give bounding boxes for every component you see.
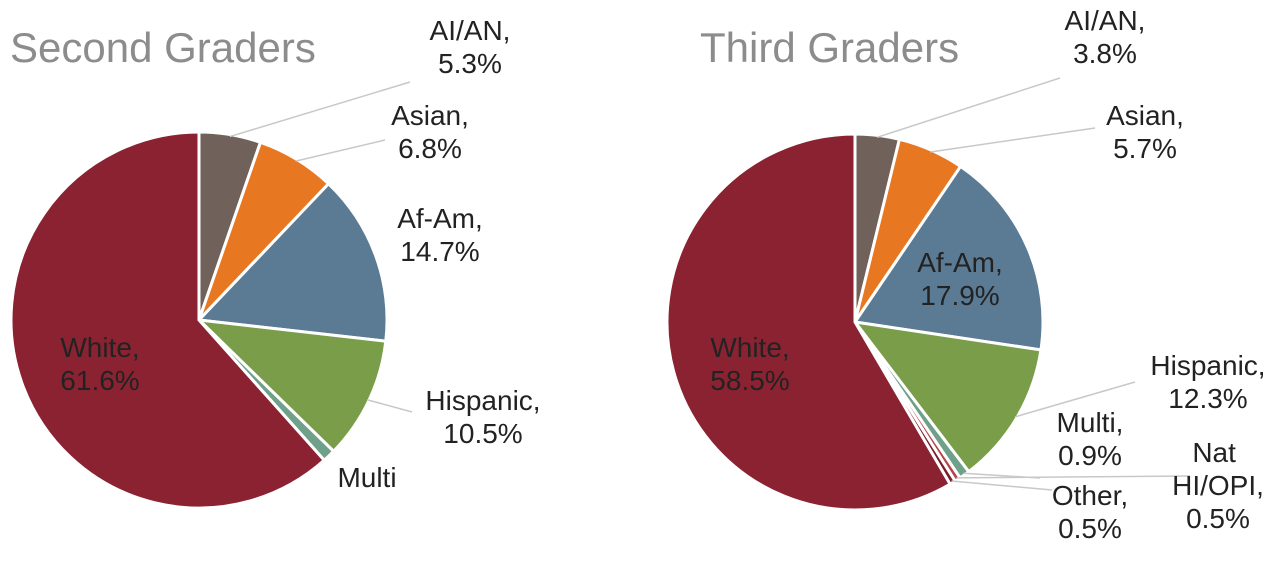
pie-slice bbox=[851, 319, 1043, 474]
value-label: 61.6% bbox=[60, 365, 139, 396]
value-label: 0.5% bbox=[1058, 513, 1122, 544]
data-label: Hispanic, 10.5% bbox=[425, 385, 540, 449]
value-label: 6.8% bbox=[398, 133, 462, 164]
pie-slice bbox=[852, 164, 1045, 352]
value-label: 14.7% bbox=[400, 236, 479, 267]
category-label: White, bbox=[60, 332, 139, 363]
chart-title: Second Graders bbox=[10, 24, 316, 71]
category-label: Nat HI/OPI, bbox=[1172, 437, 1264, 501]
category-label: Hispanic, bbox=[1150, 350, 1265, 381]
chart-title: Third Graders bbox=[700, 24, 959, 71]
value-label: 5.7% bbox=[1113, 133, 1177, 164]
category-label: Af-Am, bbox=[397, 203, 483, 234]
category-label: Multi, bbox=[1057, 407, 1124, 438]
data-label: Nat HI/OPI, 0.5% bbox=[1172, 437, 1264, 534]
data-label: Hispanic, 12.3% bbox=[1150, 350, 1265, 414]
data-label: White, 61.6% bbox=[60, 332, 139, 396]
value-label: 0.5% bbox=[1186, 503, 1250, 534]
value-label: 5.3% bbox=[438, 48, 502, 79]
data-label: Af-Am, 14.7% bbox=[397, 203, 483, 267]
leader-line bbox=[876, 77, 1061, 139]
value-label: 3.8% bbox=[1073, 38, 1137, 69]
leader-line bbox=[956, 475, 1191, 479]
leader-line bbox=[951, 480, 1053, 491]
value-label: 0.9% bbox=[1058, 440, 1122, 471]
data-label: Asian, 5.7% bbox=[1106, 100, 1184, 164]
value-label: 58.5% bbox=[710, 365, 789, 396]
category-label: White, bbox=[710, 332, 789, 363]
category-label: Multi bbox=[337, 462, 396, 493]
pie-slice bbox=[9, 130, 327, 510]
leader-line bbox=[295, 139, 386, 162]
value-label: 10.5% bbox=[443, 418, 522, 449]
category-label: Asian, bbox=[1106, 100, 1184, 131]
data-label: AI/AN, 3.8% bbox=[1065, 5, 1146, 69]
data-label: Af-Am, 17.9% bbox=[917, 247, 1003, 311]
value-label: 17.9% bbox=[920, 280, 999, 311]
leader-line bbox=[229, 81, 411, 138]
category-label: Asian, bbox=[391, 100, 469, 131]
category-label: Af-Am, bbox=[917, 247, 1003, 278]
data-label: Other, 0.5% bbox=[1052, 480, 1128, 544]
category-label: AI/AN, bbox=[430, 15, 511, 46]
category-label: Other, bbox=[1052, 480, 1128, 511]
category-label-line: Nat bbox=[1192, 437, 1243, 468]
pie-slice bbox=[195, 181, 389, 343]
category-label: Hispanic, bbox=[425, 385, 540, 416]
data-label: AI/AN, 5.3% bbox=[430, 15, 511, 79]
category-label: AI/AN, bbox=[1065, 5, 1146, 36]
data-label: Multi bbox=[337, 462, 396, 493]
data-label: Asian, 6.8% bbox=[391, 100, 469, 164]
leader-line bbox=[366, 398, 413, 413]
pie-slice bbox=[665, 132, 953, 512]
leader-line bbox=[1014, 381, 1136, 418]
data-label: Multi, 0.9% bbox=[1057, 407, 1124, 471]
category-label-line: HI/OPI, bbox=[1172, 470, 1264, 501]
value-label: 12.3% bbox=[1168, 383, 1247, 414]
data-label: White, 58.5% bbox=[710, 332, 789, 396]
leader-line bbox=[930, 127, 1096, 153]
